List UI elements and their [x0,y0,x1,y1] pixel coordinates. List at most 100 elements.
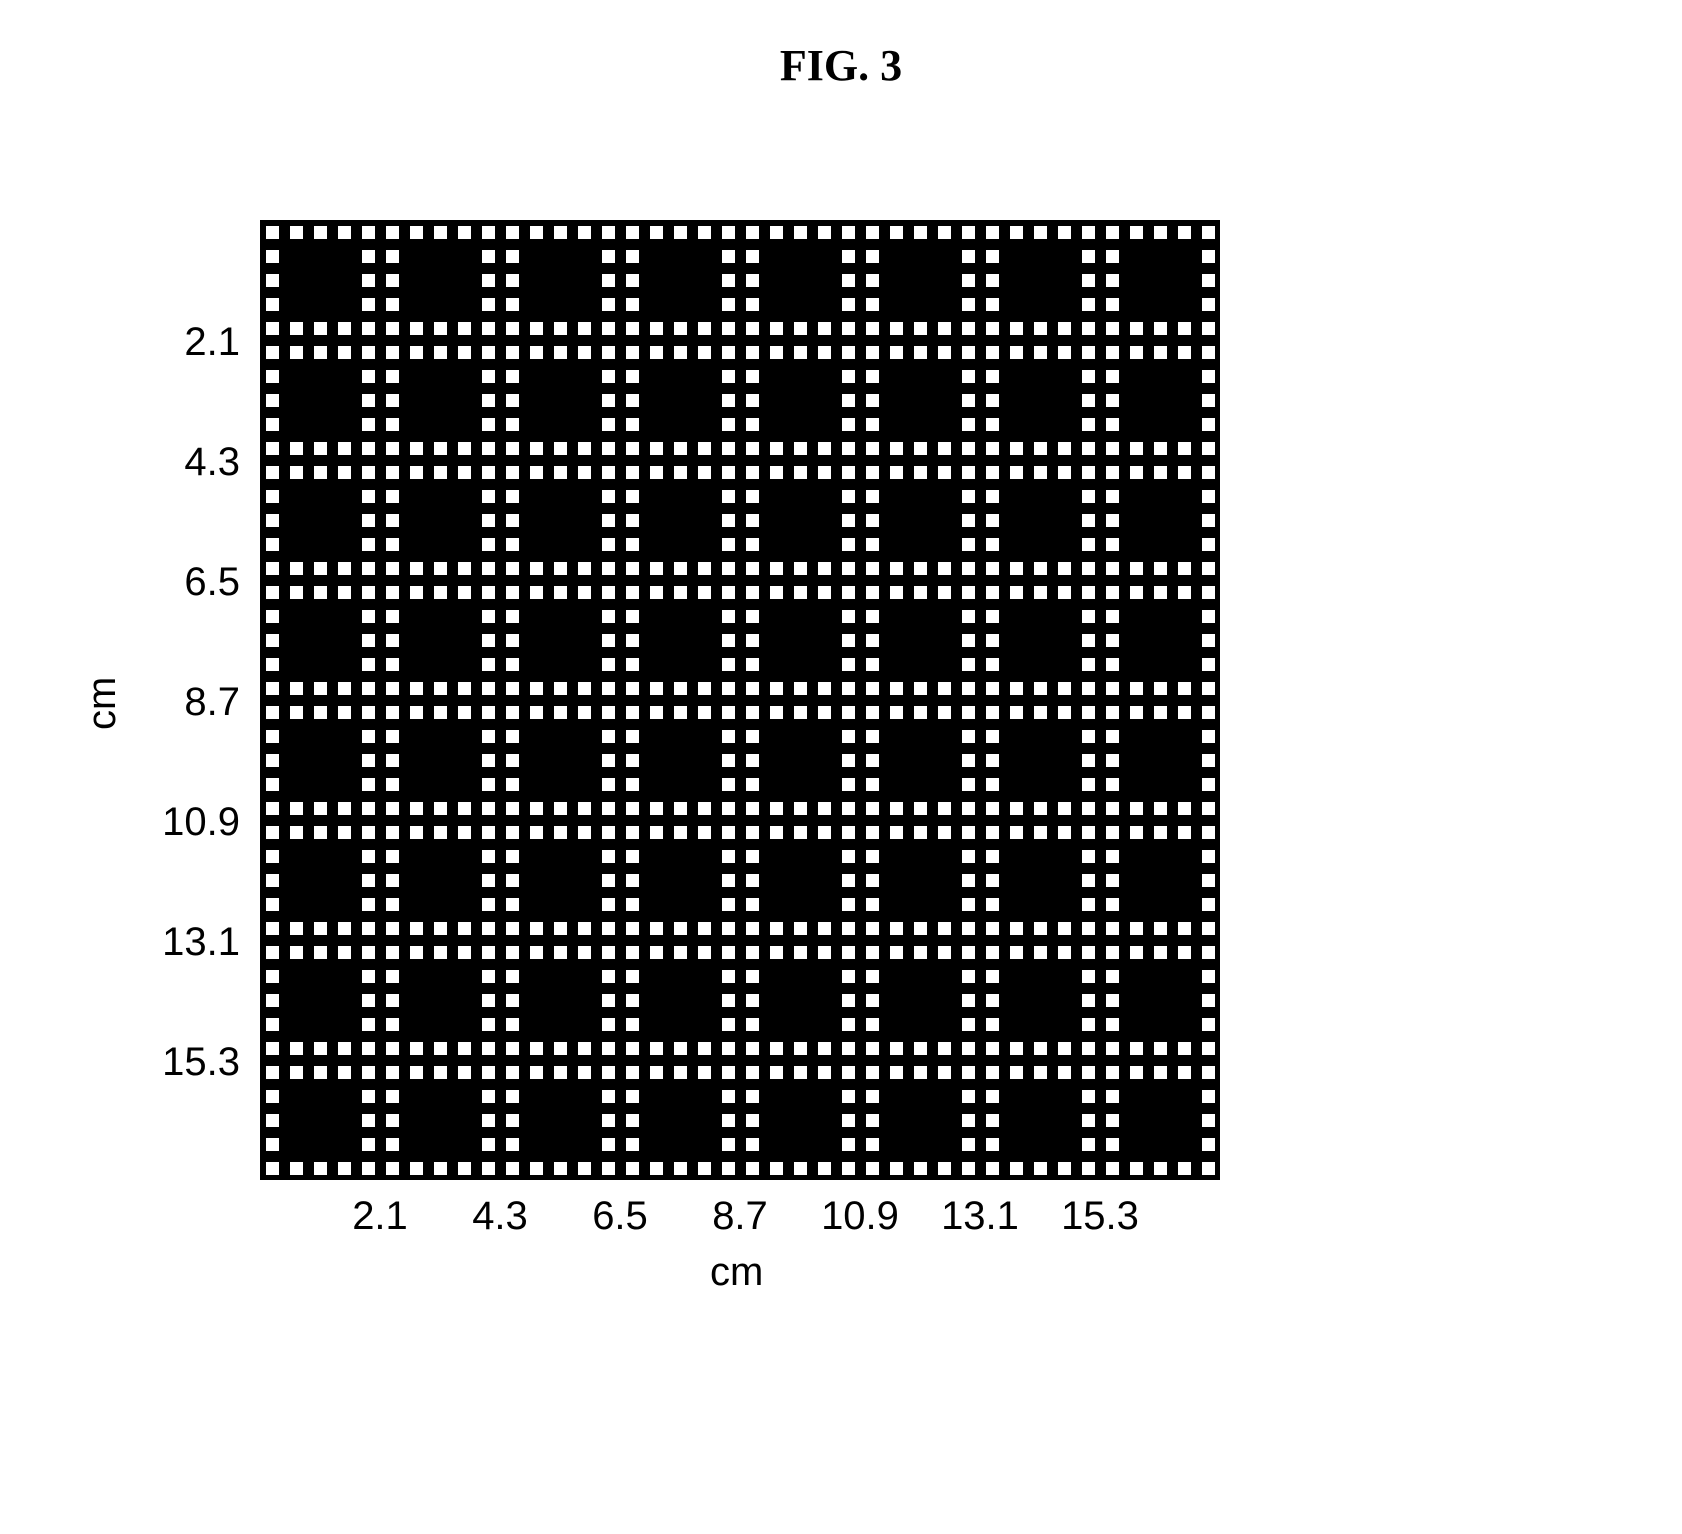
pattern-cell [1202,946,1215,959]
pattern-cell [386,226,399,239]
pattern-cell [1106,682,1119,695]
pattern-cell [410,226,423,239]
pattern-cell [554,802,567,815]
pattern-cell [770,562,783,575]
pattern-cell [1202,754,1215,767]
pattern-cell [290,1066,303,1079]
pattern-cell [1178,1042,1191,1055]
pattern-cell [626,634,639,647]
pattern-cell [338,226,351,239]
pattern-cell [746,298,759,311]
pattern-cell [626,706,639,719]
pattern-cell [986,1162,999,1175]
pattern-cell [674,922,687,935]
pattern-cell [626,1066,639,1079]
pattern-cell [602,1042,615,1055]
pattern-cell [338,562,351,575]
pattern-cell [482,1162,495,1175]
pattern-cell [1106,442,1119,455]
pattern-cell [842,922,855,935]
pattern-cell [362,922,375,935]
pattern-cell [986,274,999,287]
pattern-cell [1058,1042,1071,1055]
pattern-cell [986,946,999,959]
pattern-cell [842,610,855,623]
pattern-cell [842,778,855,791]
pattern-cell [506,778,519,791]
pattern-cell [890,442,903,455]
pattern-cell [290,946,303,959]
pattern-cell [962,442,975,455]
pattern-cell [410,346,423,359]
pattern-cell [482,658,495,671]
pattern-cell [866,922,879,935]
pattern-cell [482,274,495,287]
pattern-cell [338,802,351,815]
pattern-cell [434,706,447,719]
pattern-cell [602,658,615,671]
pattern-cell [842,274,855,287]
pattern-cell [674,442,687,455]
pattern-cell [266,778,279,791]
pattern-cell [962,994,975,1007]
pattern-cell [458,922,471,935]
pattern-cell [362,730,375,743]
pattern-cell [746,994,759,1007]
pattern-cell [1202,274,1215,287]
pattern-cell [1034,226,1047,239]
pattern-cell [578,922,591,935]
pattern-cell [386,1018,399,1031]
pattern-cell [530,1066,543,1079]
pattern-cell [842,346,855,359]
pattern-cell [962,610,975,623]
pattern-cell [674,346,687,359]
pattern-cell [866,874,879,887]
pattern-cell [506,754,519,767]
pattern-cell [1202,1090,1215,1103]
pattern-cell [1106,850,1119,863]
pattern-cell [746,874,759,887]
pattern-cell [650,682,663,695]
pattern-cell [866,1042,879,1055]
pattern-cell [386,1138,399,1151]
pattern-cell [434,562,447,575]
pattern-cell [482,754,495,767]
pattern-cell [1106,250,1119,263]
pattern-cell [506,1114,519,1127]
pattern-cell [266,226,279,239]
pattern-cell [698,1066,711,1079]
pattern-cell [602,274,615,287]
pattern-cell [698,1162,711,1175]
pattern-cell [842,850,855,863]
pattern-cell [842,250,855,263]
pattern-cell [1010,946,1023,959]
pattern-cell [458,562,471,575]
figure-title: FIG. 3 [0,40,1682,91]
pattern-cell [386,586,399,599]
pattern-cell [1106,274,1119,287]
pattern-cell [434,682,447,695]
pattern-cell [554,442,567,455]
pattern-cell [506,874,519,887]
pattern-cell [1082,754,1095,767]
pattern-cell [1202,1114,1215,1127]
pattern-cell [266,490,279,503]
pattern-cell [1034,322,1047,335]
pattern-cell [1082,1090,1095,1103]
pattern-cell [1106,634,1119,647]
pattern-cell [386,1114,399,1127]
pattern-cell [626,370,639,383]
pattern-cell [1106,322,1119,335]
pattern-cell [746,946,759,959]
pattern-cell [1106,826,1119,839]
pattern-cell [626,226,639,239]
y-tick-label: 2.1 [120,320,240,365]
pattern-cell [962,490,975,503]
pattern-cell [746,442,759,455]
pattern-cell [530,346,543,359]
pattern-cell [794,346,807,359]
pattern-cell [602,610,615,623]
pattern-cell [386,634,399,647]
pattern-cell [986,586,999,599]
pattern-cell [362,1090,375,1103]
